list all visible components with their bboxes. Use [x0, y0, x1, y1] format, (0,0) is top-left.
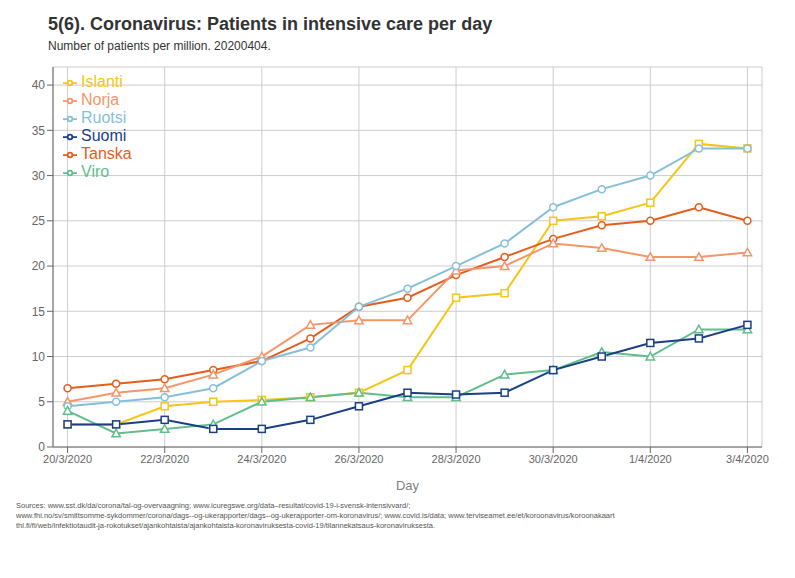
- svg-text:30/3/2020: 30/3/2020: [529, 453, 578, 465]
- svg-text:28/3/2020: 28/3/2020: [432, 453, 481, 465]
- svg-text:1/4/2020: 1/4/2020: [629, 453, 672, 465]
- svg-text:20: 20: [32, 259, 46, 273]
- svg-text:0: 0: [38, 440, 45, 454]
- svg-text:35: 35: [32, 124, 46, 138]
- html-text:Suomi: Suomi: [81, 127, 127, 144]
- svg-text:26/3/2020: 26/3/2020: [334, 453, 383, 465]
- html-text:5(6). Coronavirus: Patients in: 5(6). Coronavirus: Patients in intensive…: [48, 14, 493, 34]
- svg-text:Day: Day: [396, 478, 420, 493]
- svg-text:40: 40: [32, 78, 46, 92]
- html-text:Tanska: Tanska: [81, 145, 132, 162]
- svg-text:25: 25: [32, 214, 46, 228]
- svg-text:30: 30: [32, 169, 46, 183]
- html-text:Sources: www.sst.dk/da/corona/: Sources: www.sst.dk/da/corona/tal-og-ove…: [16, 501, 615, 530]
- html-text:Viro: Viro: [81, 163, 110, 180]
- svg-text:3/4/2020: 3/4/2020: [726, 453, 769, 465]
- svg-text:10: 10: [32, 350, 46, 364]
- svg-text:20/3/2020: 20/3/2020: [43, 453, 92, 465]
- svg-text:15: 15: [32, 305, 46, 319]
- html-text:Norja: Norja: [81, 91, 120, 108]
- html-text:Ruotsi: Ruotsi: [81, 109, 127, 126]
- html-text:Islanti: Islanti: [81, 73, 123, 90]
- svg-text:5: 5: [38, 395, 45, 409]
- svg-text:22/3/2020: 22/3/2020: [140, 453, 189, 465]
- html-text:Number of patients per million: Number of patients per million. 20200404…: [48, 39, 271, 53]
- svg-text:24/3/2020: 24/3/2020: [237, 453, 286, 465]
